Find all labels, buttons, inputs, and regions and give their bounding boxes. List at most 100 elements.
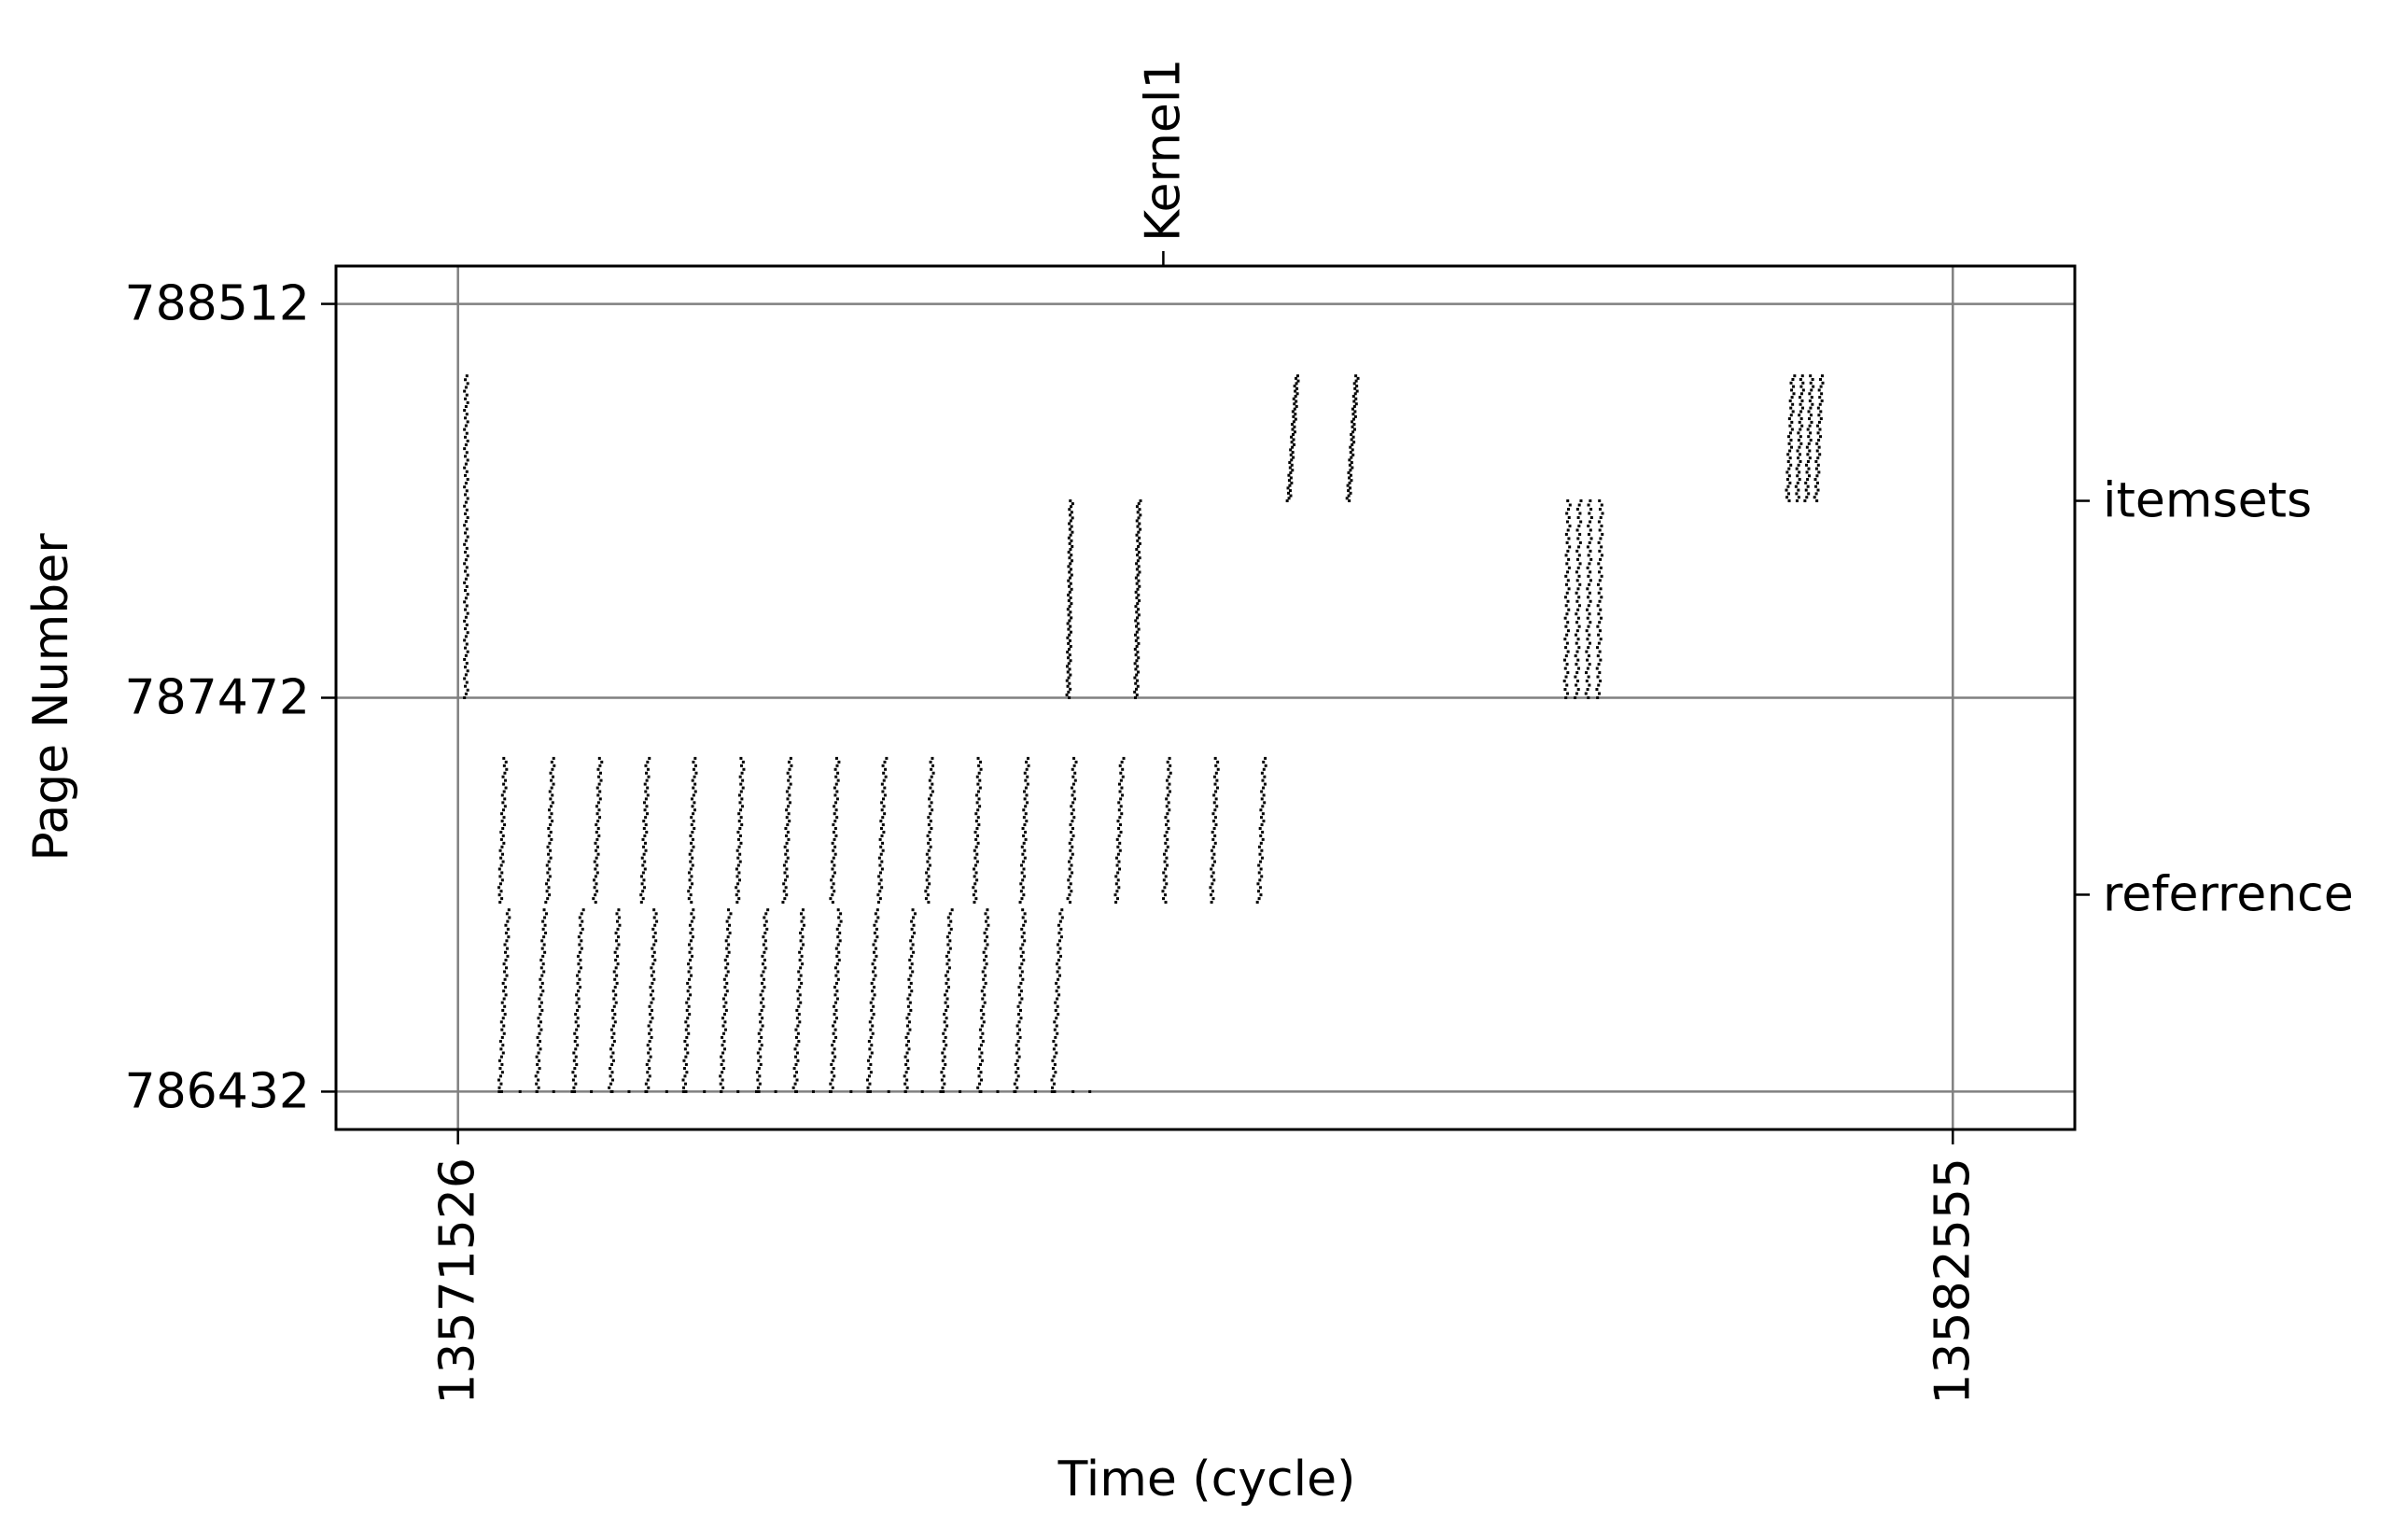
- data-point: [880, 867, 884, 871]
- data-point: [829, 897, 833, 901]
- data-point: [692, 793, 695, 797]
- data-point: [1260, 797, 1264, 801]
- data-point: [833, 871, 836, 875]
- data-point: [974, 837, 978, 841]
- data-point: [1022, 841, 1026, 845]
- data-point: [466, 593, 469, 596]
- data-point: [831, 1078, 834, 1082]
- data-point: [1578, 540, 1582, 544]
- data-point: [687, 897, 691, 901]
- data-point: [1162, 878, 1166, 882]
- data-point: [882, 771, 886, 775]
- data-point: [1260, 856, 1264, 860]
- data-point: [948, 947, 952, 950]
- data-point: [1066, 684, 1070, 688]
- data-point: [1016, 1004, 1020, 1008]
- data-point: [720, 1089, 723, 1093]
- data-point: [903, 1074, 906, 1078]
- data-point: [499, 863, 503, 867]
- data-point: [580, 947, 583, 950]
- data-point: [1027, 764, 1030, 767]
- data-point: [501, 981, 505, 985]
- data-point: [1817, 470, 1821, 474]
- data-point: [980, 1078, 984, 1082]
- data-point: [549, 771, 553, 775]
- data-point: [762, 970, 765, 974]
- data-point: [1214, 823, 1218, 827]
- data-point: [504, 923, 508, 927]
- data-point: [868, 1055, 872, 1059]
- data-point: [1067, 641, 1071, 645]
- data-point: [1065, 679, 1069, 682]
- data-point: [1575, 579, 1579, 582]
- data-point: [466, 420, 469, 424]
- data-point: [756, 1051, 760, 1055]
- data-point: [721, 1071, 724, 1074]
- data-point: [1587, 596, 1590, 599]
- data-point: [1071, 544, 1074, 548]
- data-point: [1133, 662, 1137, 666]
- data-point: [739, 764, 743, 767]
- data-point: [722, 1067, 726, 1071]
- data-point: [941, 1059, 945, 1062]
- data-point: [798, 1020, 802, 1024]
- data-point: [833, 1047, 836, 1051]
- data-point: [1071, 530, 1074, 534]
- data-point: [833, 812, 836, 816]
- data-point: [721, 1078, 724, 1082]
- data-point: [1347, 489, 1351, 493]
- data-point: [503, 1013, 507, 1017]
- data-point: [575, 993, 579, 997]
- data-point: [500, 878, 504, 882]
- data-point: [1024, 812, 1028, 816]
- data-point: [1114, 882, 1118, 886]
- data-point: [500, 1035, 504, 1039]
- data-point: [1214, 764, 1218, 767]
- data-point: [1817, 414, 1821, 417]
- data-point: [1564, 696, 1568, 699]
- data-point: [834, 782, 838, 786]
- data-point: [577, 997, 581, 1001]
- data-point: [1164, 816, 1168, 820]
- data-point: [1134, 590, 1138, 594]
- data-point: [613, 1013, 617, 1017]
- data-point: [1067, 878, 1071, 882]
- data-point: [764, 947, 768, 950]
- data-point: [910, 927, 914, 931]
- data-point: [1072, 764, 1076, 767]
- data-point: [1288, 466, 1292, 470]
- data-point: [464, 397, 468, 400]
- data-point: [1288, 484, 1292, 487]
- data-point: [721, 1059, 725, 1062]
- data-point: [785, 867, 789, 871]
- data-point: [759, 1020, 763, 1024]
- data-point: [463, 447, 467, 451]
- data-point: [690, 901, 693, 905]
- data-point: [464, 569, 468, 573]
- data-point: [882, 779, 886, 782]
- data-point: [736, 856, 740, 860]
- data-point: [1134, 633, 1138, 637]
- data-point: [464, 424, 468, 428]
- data-point: [464, 386, 468, 389]
- data-point: [1562, 680, 1566, 683]
- data-point: [1563, 688, 1567, 692]
- data-point: [1135, 568, 1139, 571]
- data-point: [797, 1004, 801, 1008]
- data-point: [760, 1008, 763, 1012]
- data-point: [931, 756, 934, 760]
- data-point: [1068, 570, 1071, 574]
- data-point: [1165, 830, 1169, 834]
- data-point: [877, 882, 881, 886]
- data-point: [741, 786, 745, 790]
- data-point: [463, 638, 467, 642]
- data-point: [832, 875, 835, 878]
- data-point: [1134, 605, 1138, 609]
- data-point: [980, 1017, 984, 1020]
- data-point: [785, 875, 789, 878]
- data-point: [1021, 827, 1025, 831]
- data-point: [872, 1013, 875, 1017]
- data-point: [1798, 470, 1801, 474]
- data-point: [1788, 424, 1792, 428]
- data-point: [1815, 449, 1819, 453]
